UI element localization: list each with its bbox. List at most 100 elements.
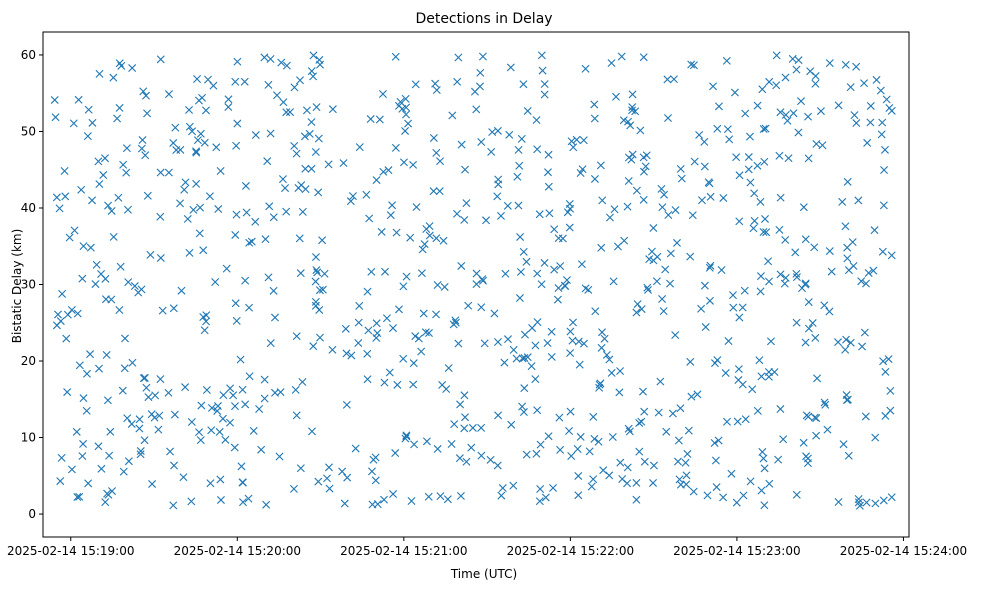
- data-point: [781, 110, 790, 119]
- data-point: [455, 454, 464, 463]
- data-point: [533, 145, 542, 154]
- data-point: [166, 447, 175, 456]
- data-point: [328, 345, 337, 354]
- data-point: [649, 461, 658, 470]
- data-point: [613, 242, 622, 251]
- data-point: [595, 380, 604, 389]
- data-point: [301, 164, 310, 173]
- data-point: [789, 109, 798, 118]
- data-point: [409, 380, 418, 389]
- data-point: [514, 201, 523, 210]
- data-point: [456, 400, 465, 409]
- data-point: [527, 362, 536, 371]
- data-point: [440, 282, 449, 291]
- data-point: [324, 463, 333, 472]
- data-point: [245, 372, 254, 381]
- data-point: [780, 279, 789, 288]
- data-point: [746, 178, 755, 187]
- data-point: [590, 174, 599, 183]
- data-point: [533, 269, 542, 278]
- data-point: [758, 85, 767, 94]
- data-point: [761, 214, 770, 223]
- data-point: [155, 411, 164, 420]
- data-point: [119, 467, 128, 476]
- data-point: [315, 333, 324, 342]
- data-point: [590, 434, 599, 443]
- data-point: [462, 457, 471, 466]
- data-point: [170, 461, 179, 470]
- data-point: [122, 144, 131, 153]
- data-point: [594, 437, 603, 446]
- data-point: [637, 305, 646, 314]
- data-point: [724, 337, 733, 346]
- data-point: [314, 134, 323, 143]
- data-point: [447, 439, 456, 448]
- data-point: [547, 352, 556, 361]
- data-point: [315, 305, 324, 314]
- data-point: [772, 81, 781, 90]
- data-point: [666, 279, 675, 288]
- data-point: [605, 471, 614, 480]
- data-point: [478, 52, 487, 61]
- data-point: [701, 323, 710, 332]
- data-point: [811, 79, 820, 88]
- data-point: [636, 126, 645, 135]
- data-point: [517, 134, 526, 143]
- data-point: [269, 213, 278, 222]
- data-point: [676, 404, 685, 413]
- data-point: [200, 138, 209, 147]
- data-point: [264, 80, 273, 89]
- data-point: [135, 424, 144, 433]
- data-point: [480, 339, 489, 348]
- data-point: [673, 457, 682, 466]
- data-point: [635, 418, 644, 427]
- data-point: [669, 75, 678, 84]
- data-point: [689, 487, 698, 496]
- data-point: [363, 375, 372, 384]
- data-point: [348, 192, 357, 201]
- data-point: [282, 207, 291, 216]
- x-axis-label: Time (UTC): [450, 567, 517, 581]
- data-point: [255, 405, 264, 413]
- data-point: [537, 51, 546, 60]
- data-point: [705, 296, 714, 305]
- data-point: [784, 154, 793, 163]
- data-point: [878, 118, 887, 127]
- data-point: [324, 160, 333, 169]
- data-point: [143, 109, 152, 118]
- data-point: [783, 116, 792, 125]
- data-point: [765, 77, 774, 86]
- data-point: [750, 216, 759, 225]
- data-point: [371, 476, 380, 485]
- data-point: [281, 184, 290, 193]
- data-point: [748, 385, 757, 394]
- data-point: [202, 385, 211, 394]
- data-point: [364, 326, 373, 335]
- data-point: [512, 354, 521, 363]
- data-point: [725, 135, 734, 144]
- data-point: [493, 126, 502, 135]
- data-point: [569, 318, 578, 327]
- data-point: [128, 358, 137, 367]
- data-point: [544, 432, 553, 441]
- data-point: [260, 53, 269, 62]
- data-point: [850, 111, 859, 120]
- data-point: [668, 409, 677, 418]
- data-point: [753, 406, 762, 415]
- data-point: [461, 413, 470, 422]
- data-point: [735, 313, 744, 322]
- data-point: [766, 337, 775, 346]
- data-point: [482, 216, 491, 225]
- data-point: [377, 227, 386, 236]
- data-point: [506, 63, 515, 72]
- data-point: [202, 311, 211, 320]
- data-point: [597, 343, 606, 352]
- data-point: [825, 247, 834, 256]
- data-point: [94, 157, 103, 166]
- data-point: [753, 101, 762, 110]
- data-point: [765, 277, 773, 286]
- data-point: [176, 145, 185, 154]
- data-point: [231, 230, 240, 239]
- data-point: [810, 413, 819, 422]
- data-point: [192, 148, 201, 157]
